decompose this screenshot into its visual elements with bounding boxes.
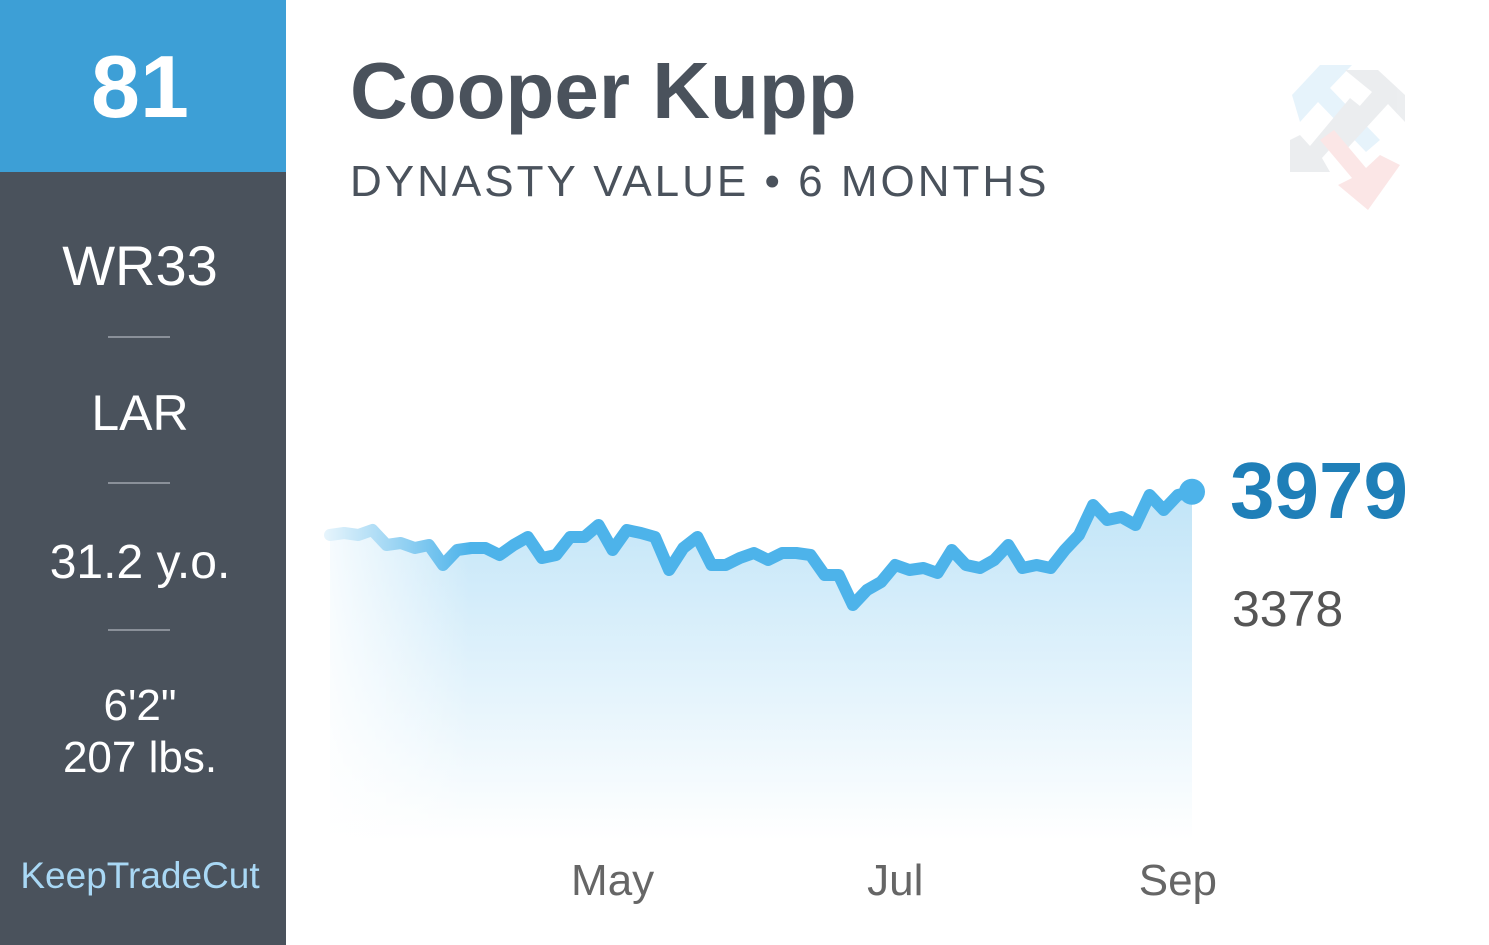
weight: 207 lbs.: [63, 733, 217, 782]
height: 6'2": [104, 681, 177, 730]
x-tick-label: Sep: [1139, 856, 1217, 905]
chart-title: Cooper Kupp: [350, 46, 857, 135]
x-tick-label: Jul: [867, 856, 923, 905]
current-value: 3979: [1230, 446, 1408, 535]
x-tick-label: May: [571, 856, 654, 905]
position-rank: WR33: [62, 234, 218, 297]
end-dot: [1179, 478, 1205, 505]
brand: KeepTradeCut: [20, 855, 260, 896]
age: 31.2 y.o.: [50, 536, 231, 589]
area: [330, 491, 1192, 840]
rank: 81: [91, 37, 189, 136]
team: LAR: [91, 385, 188, 441]
left-fade: [310, 460, 470, 860]
previous-value: 3378: [1232, 581, 1343, 637]
line: [324, 485, 1198, 611]
logo: [1290, 65, 1405, 210]
rank-box: [0, 0, 286, 172]
chart-subtitle: DYNASTY VALUE • 6 MONTHS: [350, 157, 1049, 206]
